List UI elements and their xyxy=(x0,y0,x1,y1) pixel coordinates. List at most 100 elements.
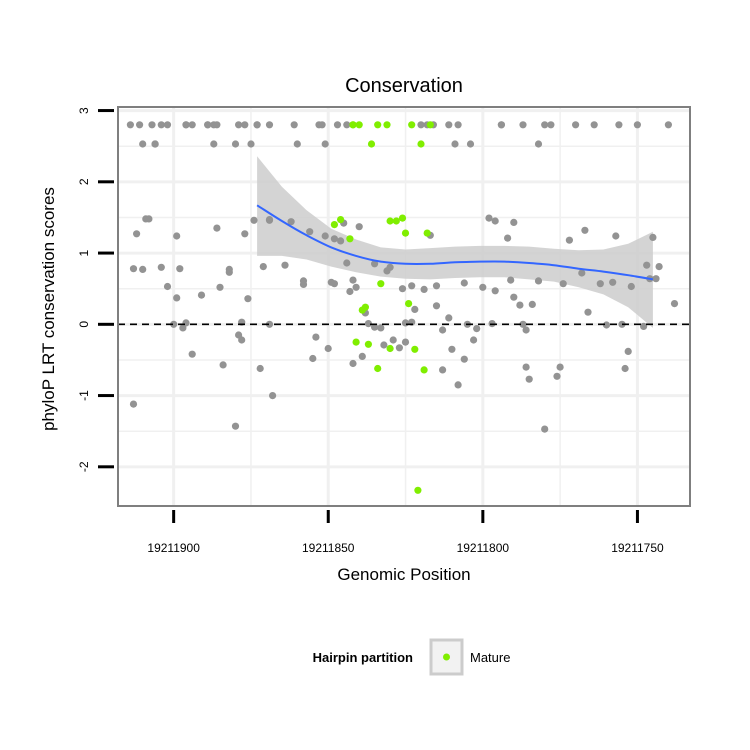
data-point-other xyxy=(522,363,530,371)
y-tick-label: 3 xyxy=(77,107,91,114)
data-point-other xyxy=(534,140,543,148)
data-point-other xyxy=(534,277,543,285)
data-point-other xyxy=(235,331,243,339)
data-point-other xyxy=(640,322,648,330)
data-point-other xyxy=(148,121,156,129)
data-point-other xyxy=(401,319,410,327)
data-point-other xyxy=(129,265,138,273)
data-point-other xyxy=(293,140,301,148)
data-point-other xyxy=(281,261,289,269)
data-point-other xyxy=(231,140,240,148)
data-point-other xyxy=(250,216,258,224)
data-point-other xyxy=(454,121,462,129)
data-point-mature xyxy=(374,121,382,129)
data-point-other xyxy=(253,121,261,129)
data-point-other xyxy=(510,293,518,301)
data-point-mature xyxy=(367,140,376,148)
data-point-other xyxy=(590,121,598,129)
data-point-other xyxy=(170,320,178,328)
data-point-other xyxy=(497,121,505,129)
data-point-other xyxy=(346,287,354,296)
data-point-other xyxy=(312,333,320,341)
x-tick-label: 19211900 xyxy=(147,541,200,555)
data-point-other xyxy=(466,140,475,148)
data-point-other xyxy=(609,278,617,286)
data-point-other xyxy=(519,320,527,328)
data-point-other xyxy=(615,121,623,129)
x-tick-label: 19211850 xyxy=(302,541,355,555)
data-point-other xyxy=(584,308,592,316)
data-point-other xyxy=(510,218,518,226)
data-point-other xyxy=(151,140,159,148)
data-point-other xyxy=(241,121,249,129)
data-point-other xyxy=(649,233,657,241)
legend-key-mature xyxy=(443,653,450,661)
data-point-other xyxy=(664,121,673,129)
plot-panel xyxy=(117,106,691,507)
data-point-other xyxy=(364,320,372,328)
x-tick-label: 19211750 xyxy=(611,541,664,555)
data-point-mature xyxy=(417,140,425,148)
data-point-other xyxy=(470,336,478,344)
data-point-other xyxy=(129,400,138,408)
data-point-other xyxy=(235,121,243,129)
data-point-other xyxy=(287,218,295,226)
data-point-other xyxy=(371,260,379,268)
y-tick-label: -2 xyxy=(77,461,91,472)
data-point-other xyxy=(204,121,212,129)
data-point-other xyxy=(602,321,611,329)
data-point-other xyxy=(225,268,233,276)
data-point-other xyxy=(358,352,366,360)
data-point-other xyxy=(556,363,564,371)
data-point-other xyxy=(417,121,425,129)
data-point-other xyxy=(479,283,487,291)
data-point-other xyxy=(231,422,240,430)
data-point-other xyxy=(188,350,196,358)
data-point-other xyxy=(157,263,165,271)
data-point-other xyxy=(528,300,536,308)
data-point-other xyxy=(612,232,620,240)
data-point-mature xyxy=(386,344,394,353)
legend-key-box xyxy=(429,638,464,676)
data-point-other xyxy=(259,263,267,271)
data-point-other xyxy=(581,226,589,234)
data-point-other xyxy=(333,121,342,129)
data-point-other xyxy=(244,295,252,303)
data-point-other xyxy=(553,372,561,380)
data-point-other xyxy=(139,140,147,148)
data-point-other xyxy=(179,324,187,332)
data-point-other xyxy=(633,121,642,129)
data-point-mature xyxy=(401,229,410,237)
data-point-other xyxy=(432,302,441,310)
data-point-other xyxy=(197,291,206,299)
data-point-other xyxy=(451,140,459,148)
data-point-other xyxy=(596,280,604,288)
data-point-other xyxy=(299,277,308,285)
data-point-other xyxy=(439,366,447,374)
data-point-other xyxy=(420,285,428,293)
data-point-other xyxy=(349,276,357,284)
data-point-other xyxy=(133,230,141,238)
data-point-other xyxy=(460,279,468,287)
data-point-other xyxy=(578,269,586,277)
y-axis-label: phyloP LRT conservation scores xyxy=(39,187,58,431)
y-tick-label: -1 xyxy=(77,390,91,401)
data-point-other xyxy=(547,121,555,129)
x-tick-label: 19211800 xyxy=(457,541,510,555)
data-point-other xyxy=(572,121,580,129)
data-point-mature xyxy=(386,217,394,225)
data-point-other xyxy=(655,263,663,271)
data-point-mature xyxy=(330,221,338,229)
data-point-mature xyxy=(346,235,354,243)
data-point-other xyxy=(491,217,499,225)
panel-background xyxy=(118,107,690,506)
data-point-mature xyxy=(361,303,369,311)
data-point-other xyxy=(525,375,533,383)
data-point-other xyxy=(559,280,567,288)
data-point-mature xyxy=(405,300,413,308)
data-point-other xyxy=(445,121,453,129)
data-point-other xyxy=(349,359,357,368)
data-point-other xyxy=(163,121,172,129)
data-point-other xyxy=(445,314,453,322)
